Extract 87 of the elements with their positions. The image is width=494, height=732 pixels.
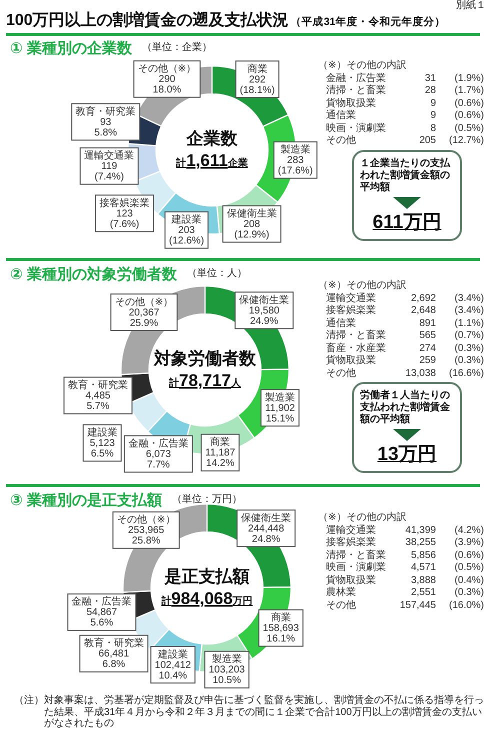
text: （注）対象事案は、労基署が定期監督及び申告に基づく監督を実施し、割増賃金の不払に係る指導を行った結果、平成31年４月から令和２年３月までの間に１企業で合計100万円以上の割増賃金の支払いがなされたもの (14, 695, 484, 730)
text: （※）その他の内訳 (318, 512, 406, 524)
data-label: 93 5.8% (94, 116, 118, 138)
data-label: 20,367 25.9% (128, 307, 160, 329)
data-label: 253,965 25.8% (128, 525, 165, 547)
text: 計78,717人 (168, 371, 242, 390)
text: 接客娯楽業 38,255 (3.9%) (326, 537, 484, 548)
text: 通信業 9 (0.6%) (326, 110, 484, 121)
text: 通信業 891 (1.1%) (326, 318, 484, 328)
data-label: 283 (17.6%) (278, 155, 313, 177)
data-label: 123 (7.6%) (110, 208, 140, 230)
data-label: 244,448 24.8% (248, 523, 285, 545)
slice-label: 教育・研究業 (84, 637, 144, 650)
slice-label: 製造業 (212, 653, 242, 666)
slice-label: 商業 (210, 436, 230, 448)
data-label: 203 (12.6%) (169, 225, 204, 247)
slice-label: 製造業 (265, 391, 295, 404)
slice-label: 建設業 (156, 648, 188, 660)
data-label: 158,693 16.1% (262, 623, 300, 645)
data-label: 103,203 10.5% (208, 664, 246, 686)
text: 100万円以上の割増賃金の遡及支払状況 (6, 12, 289, 29)
data-label: 54,867 5.6% (86, 607, 118, 629)
data-label: 119 (7.4%) (94, 161, 124, 183)
slice-label: 運輸交通業 (84, 150, 134, 162)
text: 対象労働者数 (153, 349, 257, 368)
slice-label: 保健衛生業 (226, 208, 277, 220)
slice-label: 教育・研究業 (68, 379, 128, 392)
text: 別紙１ (456, 0, 486, 12)
data-label: 102,412 10.4% (154, 660, 192, 682)
text: （平成31年度・令和元年度分） (290, 16, 446, 28)
text: 映画・演劇業 4,571 (0.5%) (326, 562, 484, 573)
data-label: 292 (18.1%) (240, 74, 275, 96)
text: 労働者１人当たりの支払われた割増賃金額の平均額 (360, 390, 451, 426)
text: 運輸交通業 2,692 (3.4%) (326, 292, 484, 304)
text: 13万円 (376, 443, 438, 467)
text: 農林業 2,551 (0.3%) (326, 587, 484, 598)
slice-label: その他（※） (116, 514, 176, 526)
slice-label: 製造業 (280, 144, 310, 156)
text: 清掃・と畜業 28 (1.7%) (326, 85, 484, 96)
text: 清掃・と畜業 5,856 (0.6%) (326, 550, 484, 560)
chart-subtitle: （単位：人） (186, 268, 247, 279)
chart-title: ② 業種別の対象労働者数 (10, 266, 177, 283)
slice-label: 教育・研究業 (76, 105, 136, 118)
text: 貨物取扱業 259 (0.3%) (326, 355, 484, 366)
text: その他 13,038 (16.6%) (326, 368, 484, 378)
slice-label: 商業 (247, 62, 268, 75)
slice-label: 商業 (270, 612, 291, 624)
text: 計984,068万円 (160, 589, 253, 608)
chart-title: ① 業種別の企業数 (10, 40, 132, 57)
text: その他 205 (12.7%) (326, 135, 484, 146)
slice-label: 保健衛生業 (239, 294, 290, 306)
chart-subtitle: （単位：万円） (172, 494, 242, 505)
text: 清掃・と畜業 565 (0.7%) (326, 330, 484, 341)
data-label: 208 (12.9%) (234, 219, 270, 241)
data-label: 290 18.0% (152, 74, 182, 96)
data-label: 5,123 6.5% (90, 438, 116, 460)
data-label: 4,485 5.7% (85, 390, 111, 412)
text: その他 157,445 (16.0%) (326, 600, 484, 610)
text: 貨物取扱業 3,888 (0.4%) (326, 574, 484, 586)
slice-label: その他（※） (138, 62, 196, 75)
data-label: 6,073 7.7% (146, 448, 172, 470)
text: （※）その他の内訳 (318, 280, 406, 292)
slice-label: その他（※） (114, 296, 174, 308)
text: 金融・広告業 31 (1.9%) (326, 72, 484, 84)
chart-title: ③ 業種別の是正支払額 (10, 492, 162, 509)
slice-label: 金融・広告業 (72, 596, 132, 608)
text: 映画・演劇業 8 (0.5%) (326, 122, 484, 134)
slice-label: 金融・広告業 (128, 437, 188, 450)
data-label: 11,187 14.2% (205, 448, 236, 470)
text: 是正支払額 (164, 567, 250, 586)
data-label: 66,481 6.8% (98, 648, 130, 670)
text: 畜産・水産業 274 (0.3%) (326, 342, 484, 354)
slice-label: 保健衛生業 (241, 512, 292, 524)
text: 接客娯楽業 2,648 (3.4%) (326, 305, 484, 316)
slice-label: 接客娯楽業 (100, 196, 150, 209)
data-label: 19,580 24.9% (248, 305, 280, 327)
text: 運輸交通業 41,399 (4.2%) (326, 524, 484, 536)
slice-label: 建設業 (170, 214, 202, 226)
text: 計1,611企業 (175, 151, 248, 170)
chart-subtitle: （単位：企業） (142, 42, 212, 53)
data-label: 11,902 15.1% (265, 402, 296, 424)
text: 611万円 (372, 211, 442, 235)
text: （※）その他の内訳 (318, 60, 406, 72)
text: 貨物取扱業 9 (0.6%) (326, 98, 484, 108)
text: 企業数 (186, 129, 238, 148)
text: １企業当たりの支払われた割増賃金額の平均額 (360, 158, 452, 194)
slice-label: 建設業 (86, 426, 118, 438)
